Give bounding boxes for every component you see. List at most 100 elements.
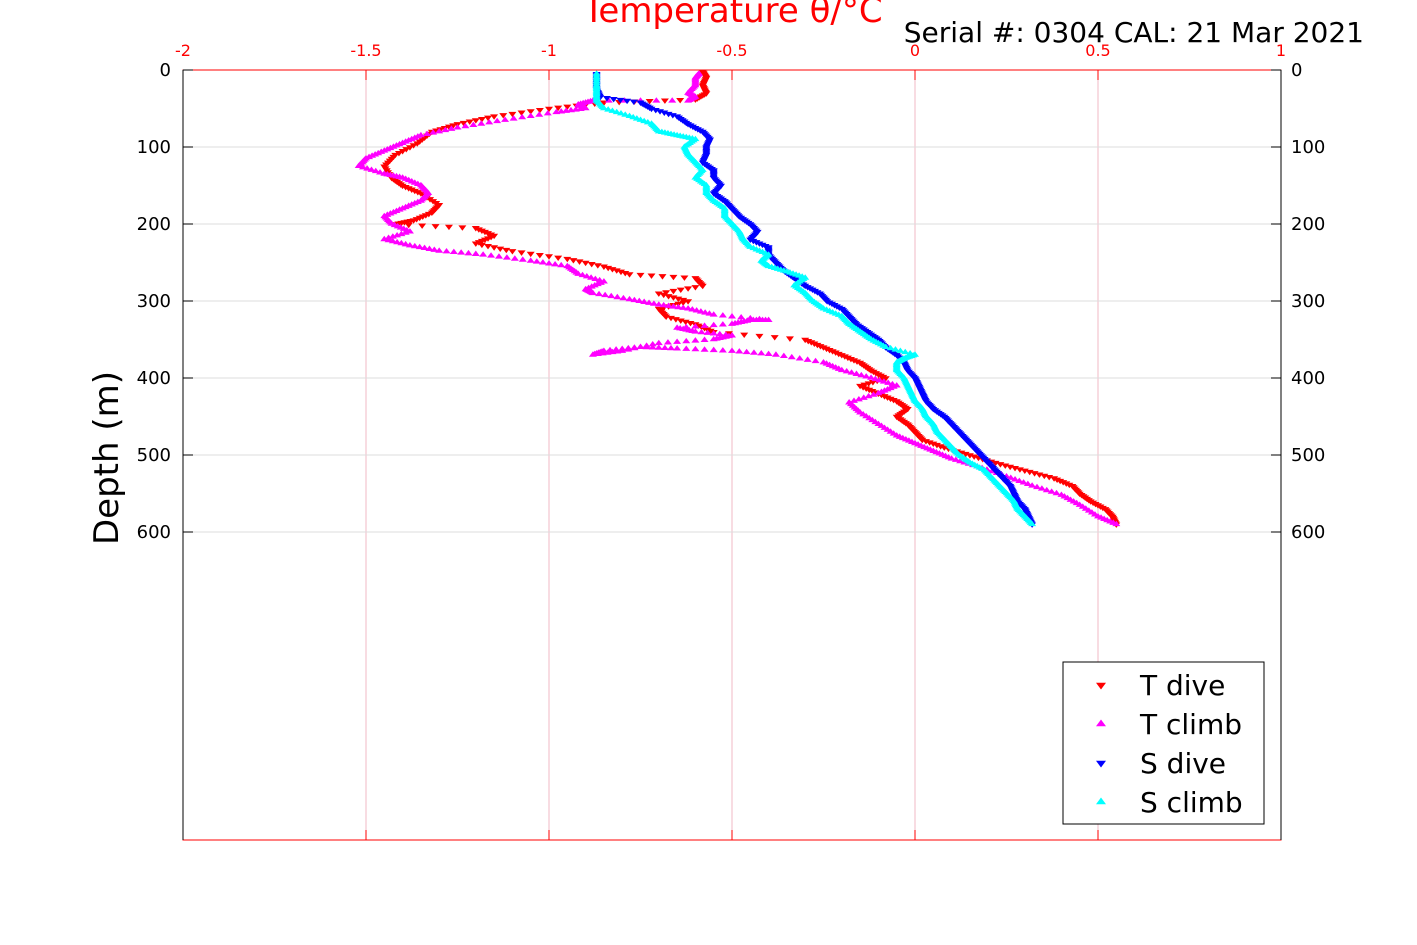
data-point	[526, 112, 535, 118]
data-point	[779, 352, 788, 358]
data-point	[458, 225, 467, 231]
data-point	[487, 252, 496, 258]
data-point	[669, 274, 678, 281]
data-point	[728, 332, 736, 338]
data-point	[501, 116, 510, 122]
data-point	[485, 119, 494, 125]
data-point	[742, 348, 751, 355]
x-tick-label: 0.5	[1085, 41, 1110, 60]
data-point	[502, 254, 511, 260]
data-point	[484, 244, 492, 250]
data-point	[609, 96, 618, 103]
data-point	[607, 292, 616, 299]
data-point	[648, 341, 657, 347]
grid	[182, 69, 1282, 840]
data-point	[682, 323, 691, 330]
data-point	[668, 97, 677, 103]
y-tick-label-left: 100	[137, 137, 171, 158]
legend-marker	[1096, 760, 1106, 768]
legend-label: T climb	[1139, 708, 1242, 741]
data-point	[471, 250, 480, 256]
x-tick-label: -1	[541, 41, 557, 60]
data-point	[749, 349, 758, 355]
data-point	[642, 342, 651, 348]
data-point	[728, 313, 736, 319]
data-point	[673, 345, 682, 351]
data-point	[700, 346, 709, 352]
data-point	[770, 335, 779, 341]
data-point	[623, 98, 632, 105]
data-point	[595, 290, 604, 297]
data-point	[669, 288, 678, 295]
data-point	[859, 394, 868, 400]
data-point	[604, 97, 613, 103]
data-point	[746, 314, 755, 321]
y-tick-label-right: 0	[1291, 60, 1302, 81]
data-point	[850, 397, 858, 403]
data-point	[755, 315, 764, 322]
data-point	[461, 122, 470, 129]
data-point	[629, 99, 638, 106]
data-point	[431, 224, 440, 230]
data-point	[700, 322, 709, 328]
data-point	[575, 259, 584, 265]
data-point	[442, 247, 451, 254]
legend: T dive T climb S dive S climb	[1062, 661, 1265, 825]
data-point	[700, 336, 709, 342]
data-point	[630, 344, 639, 351]
data-point	[517, 250, 526, 256]
data-point	[660, 344, 669, 351]
serial-calibration-label: Serial #: 0304 CAL: 21 Mar 2021	[904, 16, 1364, 49]
data-point	[493, 117, 502, 124]
data-point	[479, 251, 488, 257]
data-point	[477, 120, 486, 126]
data-point	[728, 347, 736, 353]
data-point	[545, 254, 553, 260]
data-point	[663, 339, 672, 345]
data-point	[526, 251, 535, 258]
data-point	[508, 249, 517, 255]
data-point	[1057, 491, 1066, 497]
data-point	[429, 129, 438, 135]
data-point	[647, 273, 656, 279]
data-point	[477, 242, 486, 249]
data-point	[526, 257, 535, 263]
data-point	[684, 286, 693, 292]
data-point	[563, 262, 572, 269]
series-t-dive	[380, 69, 1121, 528]
data-point	[709, 330, 718, 336]
data-point	[471, 118, 480, 124]
data-point	[563, 104, 572, 111]
y-axis-title: Depth (m)	[87, 371, 127, 545]
data-point	[510, 255, 519, 261]
data-point	[673, 324, 682, 330]
data-point	[682, 345, 691, 351]
y-tick-label-right: 200	[1291, 214, 1325, 235]
legend-marker	[1096, 797, 1106, 805]
y-tick-label-left: 600	[137, 522, 171, 543]
data-point	[864, 392, 873, 399]
y-tick-label-right: 100	[1291, 137, 1325, 158]
data-point	[423, 130, 431, 136]
legend-label: S climb	[1140, 786, 1243, 819]
data-point	[869, 391, 878, 397]
data-point	[680, 275, 689, 281]
y-tick-label-right: 500	[1291, 445, 1325, 466]
data-point	[509, 115, 518, 121]
data-point	[449, 248, 458, 255]
data-point	[404, 222, 413, 229]
x-tick-label: -2	[175, 41, 191, 60]
data-point	[1011, 476, 1020, 482]
data-point	[721, 331, 730, 337]
data-point	[535, 107, 544, 114]
data-point	[625, 272, 634, 278]
data-point	[795, 355, 804, 361]
data-point	[625, 295, 634, 302]
data-point	[435, 128, 444, 134]
data-point	[543, 110, 552, 116]
data-point	[660, 98, 669, 104]
data-point	[673, 338, 682, 344]
data-point	[652, 97, 661, 103]
data-point	[477, 116, 486, 123]
